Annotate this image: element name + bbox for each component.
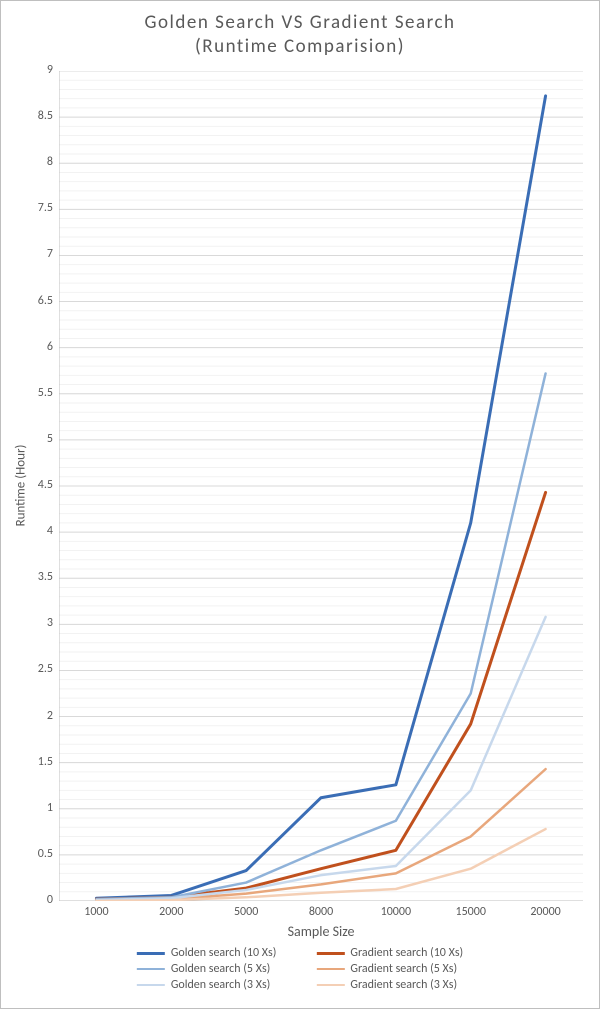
y-tick-label: 0 bbox=[23, 893, 53, 907]
y-tick-label: 1 bbox=[23, 801, 53, 815]
title-line-1: Golden Search VS Gradient Search bbox=[145, 11, 456, 34]
legend-item: Golden search (5 Xs) bbox=[137, 962, 277, 976]
title-line-2: (Runtime Comparision) bbox=[195, 35, 405, 58]
y-tick-label: 9 bbox=[23, 63, 53, 77]
legend-swatch bbox=[316, 984, 344, 986]
y-tick-label: 7.5 bbox=[23, 201, 53, 215]
y-tick-label: 2.5 bbox=[23, 662, 53, 676]
y-tick-label: 8.5 bbox=[23, 109, 53, 123]
legend-swatch bbox=[137, 968, 165, 970]
data-lines bbox=[59, 71, 583, 901]
legend-item: Gradient search (10 Xs) bbox=[316, 946, 463, 960]
legend-item: Gradient search (5 Xs) bbox=[316, 962, 463, 976]
legend: Golden search (10 Xs) Gradient search (10… bbox=[137, 946, 463, 992]
x-axis-label: Sample Size bbox=[59, 923, 583, 940]
y-tick-label: 6.5 bbox=[23, 294, 53, 308]
legend-swatch bbox=[137, 952, 165, 955]
chart-title: Golden Search VS Gradient Search (Runtim… bbox=[1, 11, 599, 59]
series-line bbox=[96, 829, 545, 901]
series-line bbox=[96, 373, 545, 899]
y-tick-label: 0.5 bbox=[23, 847, 53, 861]
x-tick-label: 1000 bbox=[66, 905, 126, 919]
x-tick-label: 8000 bbox=[291, 905, 351, 919]
x-tick-label: 20000 bbox=[516, 905, 576, 919]
legend-label: Gradient search (3 Xs) bbox=[350, 978, 457, 992]
y-tick-label: 3 bbox=[23, 616, 53, 630]
legend-swatch bbox=[137, 984, 165, 986]
series-line bbox=[96, 769, 545, 900]
legend-item: Golden search (10 Xs) bbox=[137, 946, 277, 960]
y-tick-label: 8 bbox=[23, 155, 53, 169]
y-tick-label: 4.5 bbox=[23, 478, 53, 492]
y-tick-label: 2 bbox=[23, 709, 53, 723]
y-tick-label: 7 bbox=[23, 247, 53, 261]
x-tick-label: 15000 bbox=[441, 905, 501, 919]
y-tick-label: 4 bbox=[23, 524, 53, 538]
x-tick-label: 2000 bbox=[141, 905, 201, 919]
x-tick-label: 10000 bbox=[366, 905, 426, 919]
legend-swatch bbox=[316, 952, 344, 955]
legend-swatch bbox=[316, 968, 344, 970]
legend-label: Golden search (3 Xs) bbox=[171, 978, 270, 992]
legend-label: Golden search (5 Xs) bbox=[171, 962, 270, 976]
y-tick-label: 3.5 bbox=[23, 570, 53, 584]
legend-label: Golden search (10 Xs) bbox=[171, 946, 277, 960]
legend-item: Gradient search (3 Xs) bbox=[316, 978, 463, 992]
y-tick-label: 5.5 bbox=[23, 386, 53, 400]
chart-frame: Golden Search VS Gradient Search (Runtim… bbox=[0, 0, 600, 1009]
series-line bbox=[96, 96, 545, 898]
legend-item: Golden search (3 Xs) bbox=[137, 978, 277, 992]
y-tick-label: 5 bbox=[23, 432, 53, 446]
x-tick-label: 5000 bbox=[216, 905, 276, 919]
legend-label: Gradient search (10 Xs) bbox=[350, 946, 463, 960]
y-tick-label: 6 bbox=[23, 340, 53, 354]
plot-area bbox=[59, 71, 583, 901]
legend-label: Gradient search (5 Xs) bbox=[350, 962, 457, 976]
y-tick-label: 1.5 bbox=[23, 755, 53, 769]
series-line bbox=[96, 492, 545, 899]
